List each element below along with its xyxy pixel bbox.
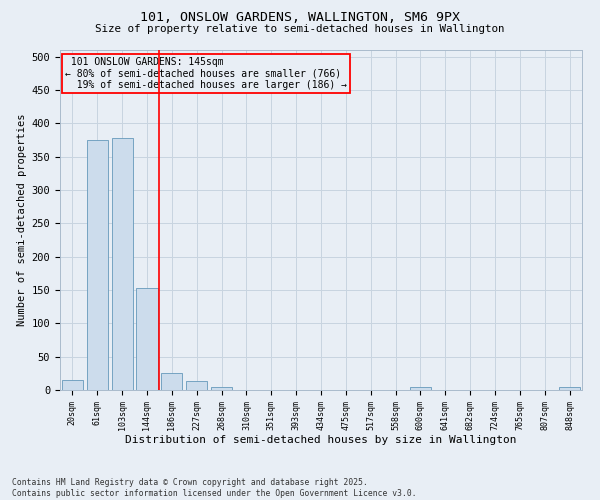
Bar xyxy=(87,140,108,390)
X-axis label: Distribution of semi-detached houses by size in Wallington: Distribution of semi-detached houses by … xyxy=(125,436,517,446)
Text: Contains HM Land Registry data © Crown copyright and database right 2025.
Contai: Contains HM Land Registry data © Crown c… xyxy=(12,478,416,498)
Y-axis label: Number of semi-detached properties: Number of semi-detached properties xyxy=(17,114,28,326)
Text: Size of property relative to semi-detached houses in Wallington: Size of property relative to semi-detach… xyxy=(95,24,505,34)
Bar xyxy=(62,380,83,390)
Bar xyxy=(559,386,580,390)
Bar xyxy=(186,382,207,390)
Bar xyxy=(211,386,232,390)
Bar xyxy=(161,374,182,390)
Bar xyxy=(136,288,158,390)
Text: 101 ONSLOW GARDENS: 145sqm
← 80% of semi-detached houses are smaller (766)
  19%: 101 ONSLOW GARDENS: 145sqm ← 80% of semi… xyxy=(65,57,347,90)
Bar xyxy=(410,386,431,390)
Text: 101, ONSLOW GARDENS, WALLINGTON, SM6 9PX: 101, ONSLOW GARDENS, WALLINGTON, SM6 9PX xyxy=(140,11,460,24)
Bar xyxy=(112,138,133,390)
